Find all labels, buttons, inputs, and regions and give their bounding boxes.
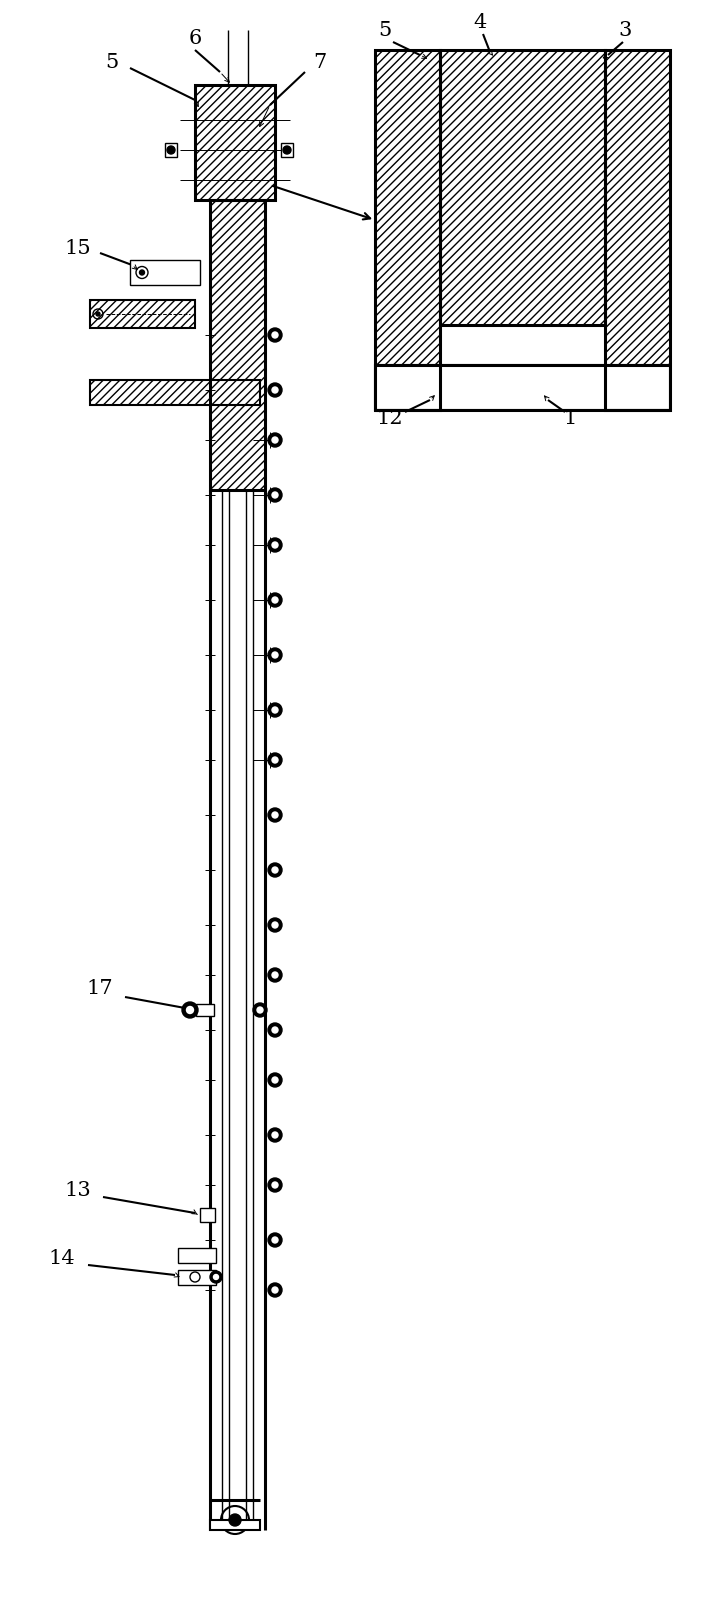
Circle shape <box>268 593 282 606</box>
Text: 6: 6 <box>188 29 202 48</box>
Text: 13: 13 <box>65 1181 91 1200</box>
Circle shape <box>272 1132 278 1137</box>
Bar <box>195 85 275 200</box>
Circle shape <box>268 383 282 398</box>
Bar <box>90 300 195 327</box>
Bar <box>178 1270 216 1285</box>
Bar <box>440 50 605 326</box>
Circle shape <box>268 1073 282 1088</box>
Circle shape <box>268 1283 282 1298</box>
Circle shape <box>139 269 145 274</box>
Circle shape <box>268 1128 282 1142</box>
Bar <box>375 366 670 411</box>
Bar <box>90 300 195 327</box>
Circle shape <box>272 868 278 873</box>
Circle shape <box>272 922 278 929</box>
Bar <box>210 200 265 489</box>
Circle shape <box>272 1182 278 1189</box>
Circle shape <box>272 332 278 338</box>
Bar <box>375 50 440 411</box>
Circle shape <box>272 812 278 818</box>
Bar <box>196 1004 214 1015</box>
Circle shape <box>268 327 282 342</box>
Circle shape <box>268 808 282 821</box>
Circle shape <box>210 1270 222 1283</box>
Circle shape <box>272 651 278 658</box>
Text: 17: 17 <box>86 978 113 998</box>
Circle shape <box>272 1076 278 1083</box>
Circle shape <box>182 1002 198 1019</box>
Circle shape <box>268 1233 282 1246</box>
Circle shape <box>272 1237 278 1243</box>
Text: 5: 5 <box>378 21 392 40</box>
Circle shape <box>272 757 278 764</box>
Bar <box>130 260 200 286</box>
Circle shape <box>268 917 282 932</box>
Bar <box>90 380 260 404</box>
Circle shape <box>272 387 278 393</box>
Text: 3: 3 <box>619 21 632 40</box>
Bar <box>195 85 275 200</box>
Text: 4: 4 <box>473 13 486 32</box>
Circle shape <box>272 1027 278 1033</box>
Circle shape <box>257 1007 263 1014</box>
Circle shape <box>268 537 282 552</box>
Circle shape <box>268 752 282 767</box>
Bar <box>90 380 260 404</box>
Circle shape <box>268 433 282 448</box>
Circle shape <box>272 707 278 714</box>
Text: 15: 15 <box>65 239 91 258</box>
Circle shape <box>214 1275 219 1280</box>
Circle shape <box>272 436 278 443</box>
Circle shape <box>268 967 282 982</box>
Circle shape <box>272 972 278 978</box>
Circle shape <box>272 597 278 603</box>
Circle shape <box>268 863 282 877</box>
Circle shape <box>186 1006 193 1014</box>
Circle shape <box>272 1286 278 1293</box>
Circle shape <box>167 146 175 154</box>
Bar <box>605 50 670 411</box>
Bar <box>210 200 265 489</box>
Bar <box>178 1248 216 1262</box>
Text: 5: 5 <box>105 53 119 72</box>
Text: 12: 12 <box>377 409 404 428</box>
Bar <box>165 143 177 157</box>
Bar <box>281 143 293 157</box>
Bar <box>605 50 670 411</box>
Circle shape <box>283 146 291 154</box>
Circle shape <box>96 313 100 316</box>
Circle shape <box>268 488 282 502</box>
Circle shape <box>272 492 278 497</box>
Circle shape <box>229 1514 241 1525</box>
Circle shape <box>253 1002 267 1017</box>
Text: 7: 7 <box>314 53 327 72</box>
Bar <box>210 1521 260 1530</box>
Bar <box>440 50 605 326</box>
Bar <box>375 50 440 411</box>
Circle shape <box>272 542 278 549</box>
Bar <box>200 1208 215 1222</box>
Text: 14: 14 <box>49 1248 75 1267</box>
Circle shape <box>268 703 282 717</box>
Circle shape <box>268 1177 282 1192</box>
Circle shape <box>268 648 282 662</box>
Text: 1: 1 <box>563 409 576 428</box>
Circle shape <box>268 1023 282 1038</box>
